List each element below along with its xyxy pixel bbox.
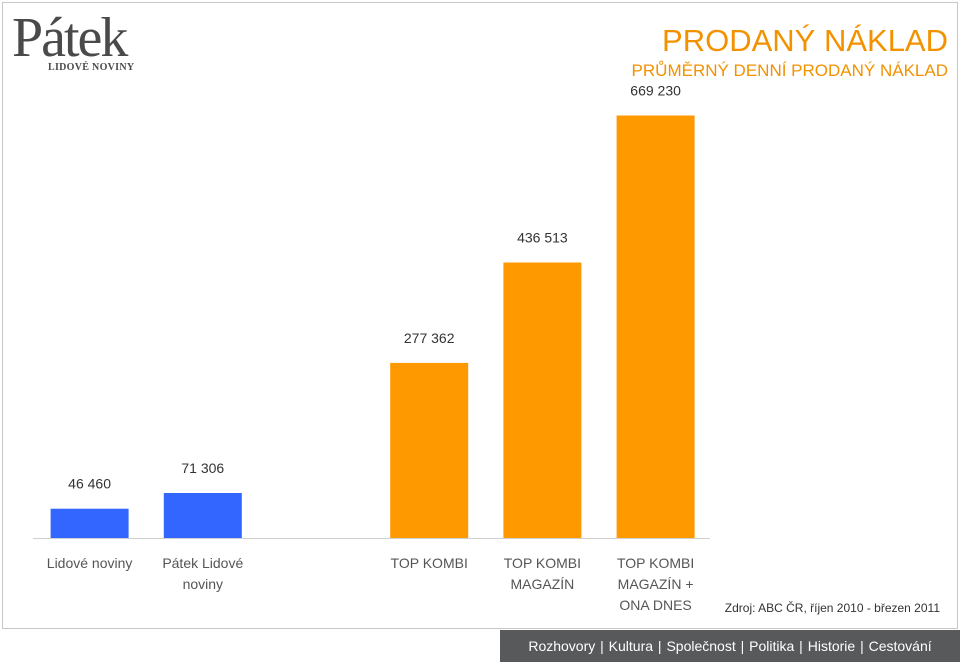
footer-link-3[interactable]: Politika: [749, 638, 795, 654]
chart-frame: [2, 2, 958, 629]
footer-link-5[interactable]: Cestování: [868, 638, 932, 654]
category-label-5-1: MAGAZÍN +: [618, 576, 694, 592]
source-note: Zdroj: ABC ČR, říjen 2010 - březen 2011: [724, 601, 940, 615]
footer-link-4[interactable]: Historie: [807, 638, 856, 654]
data-label-5: 669 230: [630, 83, 681, 99]
footer-link-0[interactable]: Rozhovory: [528, 638, 596, 654]
category-label-5-2: ONA DNES: [619, 597, 691, 613]
logo-main: Pátek: [12, 7, 128, 69]
logo: Pátek LIDOVÉ NOVINY: [12, 10, 162, 73]
footer-separator: |: [856, 638, 868, 654]
bar-4: [503, 262, 582, 538]
data-label-3: 277 362: [404, 330, 455, 346]
footer-separator: |: [736, 638, 749, 654]
chart-subtitle: PRŮMĚRNÝ DENNÍ PRODANÝ NÁKLAD: [631, 61, 948, 80]
data-label-0: 46 460: [68, 476, 111, 492]
footer-separator: |: [596, 638, 608, 654]
category-label-0-0: Lidové noviny: [47, 555, 133, 571]
category-label-4-1: MAGAZÍN: [511, 576, 575, 592]
footer-separator: |: [795, 638, 807, 654]
logo-sub: LIDOVÉ NOVINY: [48, 62, 135, 73]
data-label-4: 436 513: [517, 230, 568, 246]
data-label-1: 71 306: [181, 460, 224, 476]
footer-nav: Rozhovory | Kultura | Společnost | Polit…: [500, 630, 960, 662]
footer-link-2[interactable]: Společnost: [666, 638, 736, 654]
chart-title: PRODANÝ NÁKLAD: [662, 23, 948, 58]
category-label-3-0: TOP KOMBI: [391, 555, 468, 571]
bar-5: [616, 115, 695, 538]
category-label-1-0: Pátek Lidové: [162, 555, 243, 571]
category-label-4-0: TOP KOMBI: [504, 555, 581, 571]
bar-0: [50, 508, 129, 538]
footer-separator: |: [654, 638, 666, 654]
bar-1: [163, 493, 242, 538]
chart-title-block: PRODANÝ NÁKLAD PRŮMĚRNÝ DENNÍ PRODANÝ NÁ…: [632, 22, 948, 82]
bar-3: [390, 362, 469, 538]
category-label-5-0: TOP KOMBI: [617, 555, 694, 571]
footer-link-1[interactable]: Kultura: [608, 638, 654, 654]
category-label-1-1: noviny: [183, 576, 223, 592]
